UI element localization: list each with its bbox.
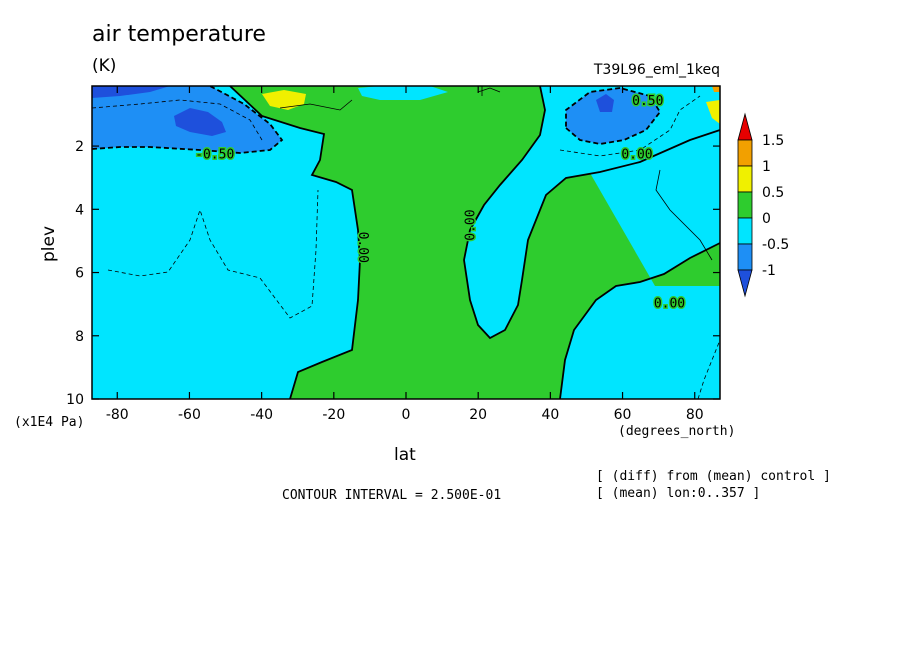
contour-label: 0.50 <box>632 94 663 109</box>
x-tick-label: -40 <box>250 407 273 423</box>
contour-pos-thin-north <box>655 169 713 261</box>
y-axis-units: (x1E4 Pa) <box>14 415 85 430</box>
contour-zero-north <box>559 242 721 400</box>
y-tick-label: 4 <box>75 202 84 218</box>
contour-label-halo: -0.50 <box>195 148 234 163</box>
colorbar-label: 0 <box>762 211 771 227</box>
note-diff: [ (diff) from (mean) control ] <box>596 469 831 484</box>
region-warm-north <box>706 100 720 124</box>
contour-zero-central <box>463 85 721 340</box>
colorbar-swatch <box>737 217 753 245</box>
colorbar-swatch <box>737 243 753 271</box>
colorbar-label: 1 <box>762 159 771 175</box>
x-tick-label: 40 <box>541 407 559 423</box>
x-ticks: -80 -60 -40 -20 0 20 40 60 80 <box>106 86 704 423</box>
filled-regions <box>92 86 720 399</box>
region-north-strong <box>596 94 614 112</box>
region-warm-south <box>262 90 306 110</box>
contour-label-halo: 0.00 <box>464 209 479 240</box>
region-south-strong-top <box>92 86 170 98</box>
x-tick-label: 20 <box>469 407 487 423</box>
contour-pos-thin-south <box>279 99 353 111</box>
y-ticks: 2 4 6 8 10 <box>66 139 720 408</box>
run-name: T39L96_eml_1keq <box>593 62 720 78</box>
x-tick-label: 0 <box>402 407 411 423</box>
region-north-negative-lower <box>560 286 720 399</box>
contour-zero-south <box>229 85 361 400</box>
region-south-strong <box>174 108 226 136</box>
y-axis-label: plev <box>39 226 59 262</box>
x-tick-label: -60 <box>178 407 201 423</box>
colorbar-min-triangle <box>737 269 753 298</box>
y-tick-label: 8 <box>75 329 84 345</box>
contour-neg-half-south <box>91 85 284 154</box>
contour-dashed-thin-north <box>559 95 701 157</box>
contour-label: -0.50 <box>195 148 234 163</box>
contour-label: 0.00 <box>654 296 685 311</box>
y-tick-label: 6 <box>75 266 84 282</box>
contour-lines <box>91 85 721 400</box>
contour-label: 0.00 <box>355 232 370 263</box>
colorbar-max-triangle <box>737 112 753 141</box>
colorbar-swatch <box>737 191 753 219</box>
colorbar-swatch <box>737 139 753 167</box>
chart-units: (K) <box>92 56 117 76</box>
region-north-mid <box>566 88 660 144</box>
region-south-negative <box>92 86 360 399</box>
y-tick-label: 10 <box>66 392 84 408</box>
contour-label-halo: 0.00 <box>621 148 652 163</box>
y-tick-label: 2 <box>75 139 84 155</box>
contour-pos-thin-equator <box>477 86 501 96</box>
colorbar-label: 0.5 <box>762 185 784 201</box>
x-axis-label: lat <box>394 445 416 465</box>
contour-dashed-thin-south2 <box>91 99 263 141</box>
contour-dashed-thin-south <box>107 189 319 319</box>
note-mean: [ (mean) lon:0..357 ] <box>596 486 761 501</box>
contour-dashed-thin-north2 <box>697 339 721 400</box>
colorbar: 1.5 1 0.5 0 -0.5 -1 <box>737 112 789 298</box>
x-tick-label: 60 <box>614 407 632 423</box>
region-central-negative <box>464 86 720 338</box>
contour-label: 0.00 <box>621 148 652 163</box>
contour-label-halo: 0.00 <box>654 296 685 311</box>
contour-interval: CONTOUR INTERVAL = 2.500E-01 <box>282 488 502 503</box>
x-tick-label: 80 <box>686 407 704 423</box>
x-tick-label: -80 <box>106 407 129 423</box>
colorbar-label: -0.5 <box>762 237 789 253</box>
chart-title: air temperature <box>92 22 266 47</box>
contour-label: 0.00 <box>464 209 479 240</box>
contour-neg-half-north <box>565 87 662 145</box>
contour-label-halo: 0.50 <box>632 94 663 109</box>
colorbar-label: 1.5 <box>762 133 784 149</box>
contour-label-halo: 0.00 <box>355 232 370 263</box>
region-warm-north-top <box>712 86 720 92</box>
x-tick-label: -20 <box>322 407 345 423</box>
region-top-negative <box>358 86 448 100</box>
colorbar-label: -1 <box>762 263 776 279</box>
contour-labels: -0.50-0.500.000.000.000.000.000.000.000.… <box>194 92 687 312</box>
x-axis-units: (degrees_north) <box>618 424 736 439</box>
colorbar-swatch <box>737 165 753 193</box>
